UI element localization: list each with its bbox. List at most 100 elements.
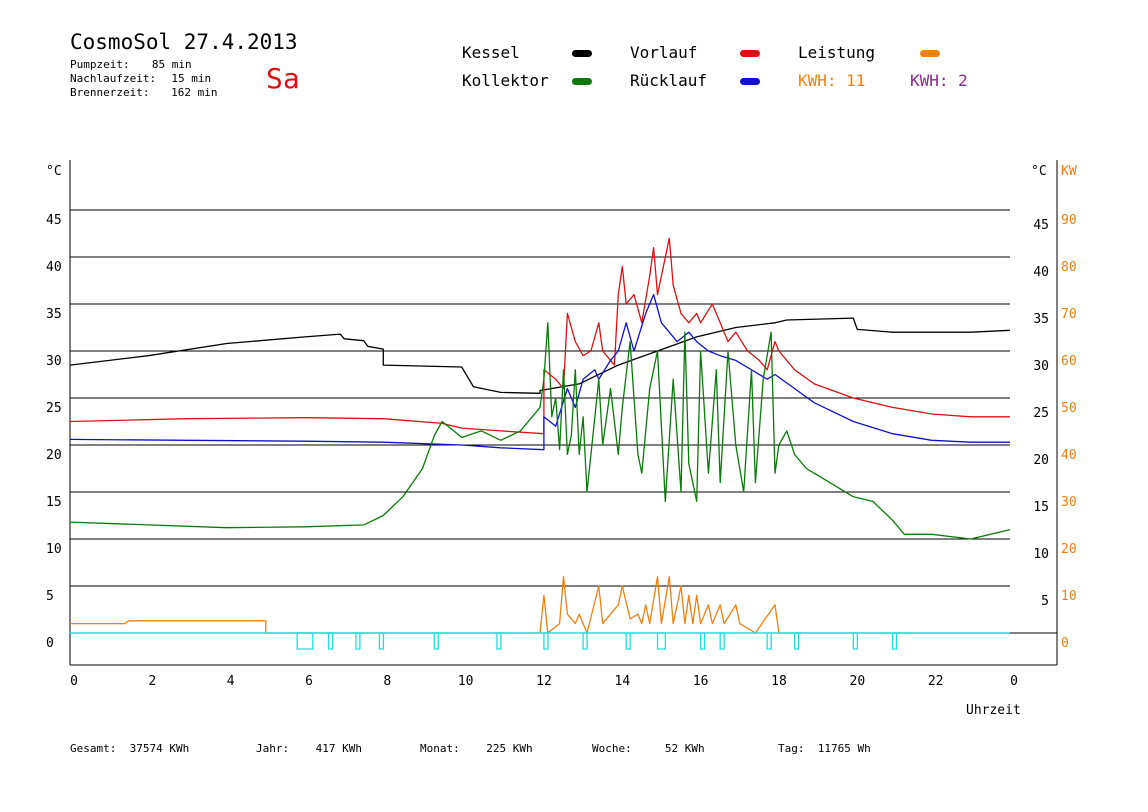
run-on-time-value: 15 min <box>171 72 212 85</box>
pump-run-marker <box>625 632 631 650</box>
y-tick-right: 5 <box>1041 594 1049 609</box>
series-kollektor <box>69 322 1011 540</box>
y-tick-left: 35 <box>46 307 62 322</box>
burner-time-value: 162 min <box>171 86 218 99</box>
day-energy-label: Tag: <box>778 742 805 755</box>
x-tick: 0 <box>70 674 78 689</box>
kw-axis-unit: KW <box>1061 164 1077 179</box>
y-tick-right: 15 <box>1033 500 1049 515</box>
pump-run-marker <box>582 632 588 650</box>
pump-run-marker <box>793 632 800 650</box>
y-tick-left: 10 <box>46 542 62 557</box>
week-energy-value: 52 KWh <box>664 742 705 755</box>
x-tick: 2 <box>148 674 156 689</box>
year-energy: Jahr: 417 KWh <box>256 742 362 755</box>
month-energy-label: Monat: <box>420 742 460 755</box>
y-tick-left: 5 <box>46 589 54 604</box>
x-tick: 14 <box>615 674 631 689</box>
legend-leistung-swatch <box>920 50 940 57</box>
pump-run-marker <box>656 632 666 650</box>
legend-vorlauf-label: Vorlauf <box>630 43 698 62</box>
burner-time: Brennerzeit: 162 min <box>70 86 217 99</box>
pump-run-marker <box>891 632 898 650</box>
y-tick-left: 0 <box>46 636 54 651</box>
y-tick-right: 30 <box>1033 359 1049 374</box>
legend-leistung-label: Leistung <box>798 43 876 62</box>
x-tick: 12 <box>536 674 552 689</box>
chart-axis-labels: 051015202530354045°C51015202530354045°C0… <box>46 164 1077 718</box>
kw-tick: 70 <box>1061 307 1077 322</box>
y-tick-left: 15 <box>46 495 62 510</box>
legend-kollektor-label: Kollektor <box>462 71 549 90</box>
pump-time-label: Pumpzeit: <box>70 58 130 71</box>
series-ruecklauf <box>69 293 1010 451</box>
kw-tick: 30 <box>1061 495 1077 510</box>
series-leistung <box>70 575 1010 634</box>
y-tick-left: 30 <box>46 354 62 369</box>
chart-grid <box>69 160 1058 666</box>
x-tick: 18 <box>771 674 787 689</box>
pump-run-marker <box>496 632 502 650</box>
pump-run-marker <box>378 632 385 650</box>
pump-run-marker <box>766 632 772 650</box>
x-tick: 4 <box>227 674 235 689</box>
week-energy: Woche: 52 KWh <box>592 742 705 755</box>
y-tick-left: 40 <box>46 260 62 275</box>
total-energy-label: Gesamt: <box>70 742 117 755</box>
kw-tick: 20 <box>1061 542 1077 557</box>
year-energy-value: 417 KWh <box>315 742 362 755</box>
weekday: Sa <box>266 62 300 95</box>
legend-kessel-swatch <box>572 50 592 57</box>
kw-tick: 80 <box>1061 260 1077 275</box>
x-tick: 22 <box>928 674 944 689</box>
kw-tick: 40 <box>1061 448 1077 463</box>
pump-run-marker <box>543 632 549 650</box>
pump-run-marker <box>327 632 334 650</box>
day-energy: Tag: 11765 Wh <box>778 742 871 755</box>
legend-kollektor-swatch <box>572 78 592 85</box>
pump-time-value: 85 min <box>151 58 192 71</box>
y-tick-right: 40 <box>1033 265 1049 280</box>
y-tick-right: 25 <box>1033 406 1049 421</box>
y-tick-right: 35 <box>1033 312 1049 327</box>
series-kessel <box>69 317 1011 394</box>
kw-tick: 60 <box>1061 354 1077 369</box>
y-tick-left: 25 <box>46 401 62 416</box>
legend-kessel-label: Kessel <box>462 43 520 62</box>
month-energy: Monat: 225 KWh <box>420 742 533 755</box>
pump-run-marker <box>433 632 439 650</box>
kw-tick: 0 <box>1061 636 1069 651</box>
x-tick: 0 <box>1010 674 1018 689</box>
y-tick-left: 20 <box>46 448 62 463</box>
y-tick-right: 20 <box>1033 453 1049 468</box>
x-tick: 16 <box>693 674 709 689</box>
pump-run-marker <box>852 632 858 650</box>
pump-run-marker <box>699 632 706 650</box>
day-energy-value: 11765 Wh <box>817 742 871 755</box>
kw-tick: 50 <box>1061 401 1077 416</box>
y-tick-left: 45 <box>46 213 62 228</box>
x-tick: 8 <box>383 674 391 689</box>
kw-tick: 10 <box>1061 589 1077 604</box>
burner-time-label: Brennerzeit: <box>70 86 150 99</box>
run-on-time: Nachlaufzeit: 15 min <box>70 72 211 85</box>
legend-kwh-solar: KWH: 11 <box>798 71 866 90</box>
pump-run-marker <box>719 632 725 650</box>
run-on-time-label: Nachlaufzeit: <box>70 72 157 85</box>
chart-title: CosmoSol 27.4.2013 <box>70 30 298 54</box>
chart-series <box>69 237 1011 650</box>
legend-vorlauf-swatch <box>740 50 760 57</box>
pump-run-marker <box>355 632 361 650</box>
y-tick-right: 45 <box>1033 218 1049 233</box>
x-tick: 10 <box>458 674 474 689</box>
x-axis-label: Uhrzeit <box>966 703 1021 718</box>
y-axis-unit-right: °C <box>1031 164 1047 179</box>
total-energy-value: 37574 KWh <box>129 742 190 755</box>
x-tick: 6 <box>305 674 313 689</box>
kw-tick: 90 <box>1061 213 1077 228</box>
y-tick-right: 10 <box>1033 547 1049 562</box>
year-energy-label: Jahr: <box>256 742 290 755</box>
legend-ruecklauf-label: Rücklauf <box>630 71 708 90</box>
pump-run-marker <box>296 632 314 650</box>
